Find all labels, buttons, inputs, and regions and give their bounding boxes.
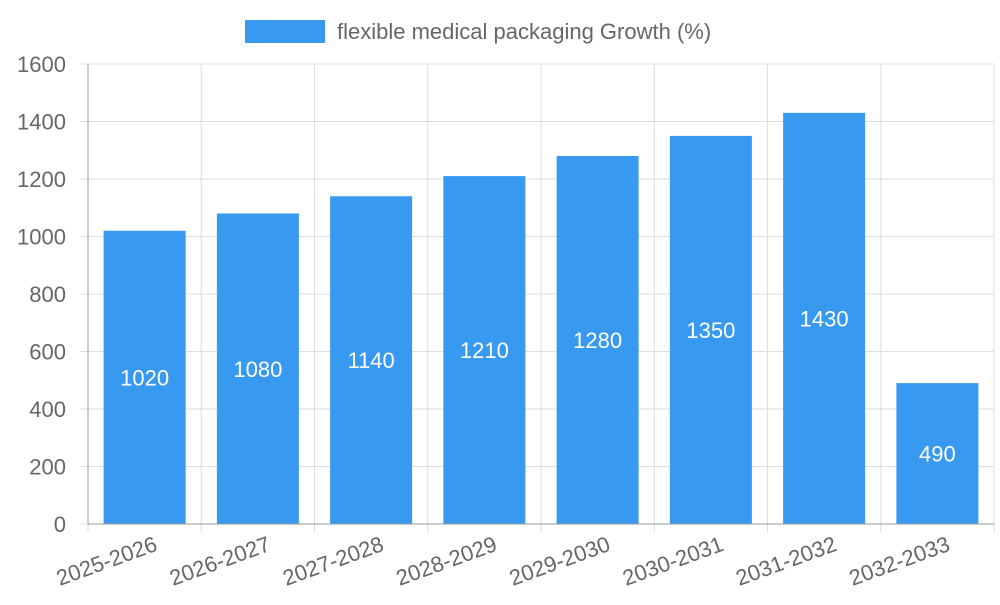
bars: [103, 112, 979, 525]
y-tick-label: 1200: [17, 167, 66, 192]
y-tick-label: 800: [29, 282, 66, 307]
x-tick-label: 2032-2033: [846, 531, 953, 590]
data-labels: 1020 1080 1140 1210 1280 1350 1430 490: [120, 306, 956, 466]
bar-value-label: 1210: [460, 338, 509, 363]
x-tick-label: 2030-2031: [619, 531, 726, 590]
bar-value-label: 1140: [347, 348, 394, 373]
bar[interactable]: [783, 112, 866, 524]
bar[interactable]: [669, 135, 752, 524]
y-tick-label: 400: [29, 397, 66, 422]
y-tick-label: 600: [29, 340, 66, 365]
y-tick-label: 200: [29, 455, 66, 480]
bar[interactable]: [896, 383, 979, 524]
x-tick-label: 2026-2027: [166, 531, 273, 590]
legend-label[interactable]: flexible medical packaging Growth (%): [337, 19, 711, 44]
x-tick-label: 2028-2029: [393, 531, 500, 590]
bar-value-label: 1430: [800, 306, 849, 331]
bar[interactable]: [443, 176, 526, 524]
bar-value-label: 1080: [233, 357, 282, 382]
bar-value-label: 1280: [573, 328, 622, 353]
bar[interactable]: [216, 213, 299, 525]
bar-value-label: 1020: [120, 365, 169, 390]
legend-swatch[interactable]: [245, 20, 325, 43]
y-tick-label: 0: [54, 512, 66, 537]
bar-value-label: 1350: [686, 318, 735, 343]
x-tick-label: 2031-2032: [732, 531, 839, 590]
x-tick-label: 2029-2030: [506, 531, 613, 590]
x-tick-label: 2025-2026: [53, 531, 160, 590]
bar[interactable]: [103, 230, 186, 524]
bar-value-label: 490: [919, 442, 956, 467]
bar[interactable]: [330, 196, 413, 524]
y-tick-label: 1600: [17, 52, 66, 77]
x-tick-label: 2027-2028: [279, 531, 386, 590]
y-tick-label: 1000: [17, 225, 66, 250]
y-tick-label: 1400: [17, 110, 66, 135]
bar[interactable]: [556, 156, 639, 524]
legend[interactable]: flexible medical packaging Growth (%): [245, 19, 711, 44]
